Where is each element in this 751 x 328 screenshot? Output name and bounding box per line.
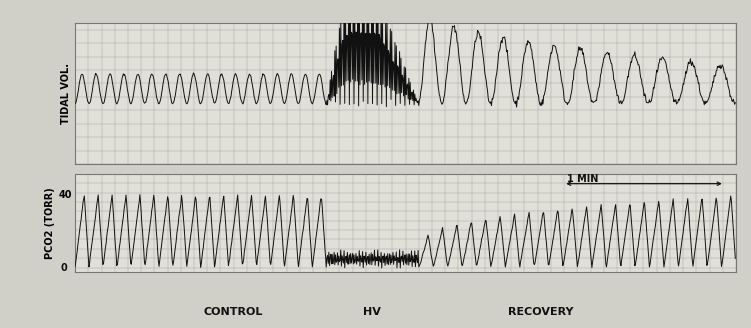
- Text: HV: HV: [363, 307, 381, 317]
- Y-axis label: PCO2 (TORR): PCO2 (TORR): [44, 187, 55, 259]
- Text: RECOVERY: RECOVERY: [508, 307, 574, 317]
- Text: 1 MIN: 1 MIN: [567, 174, 599, 184]
- Y-axis label: TIDAL VOL.: TIDAL VOL.: [61, 63, 71, 124]
- Text: 0: 0: [61, 263, 67, 273]
- Text: CONTROL: CONTROL: [203, 307, 263, 317]
